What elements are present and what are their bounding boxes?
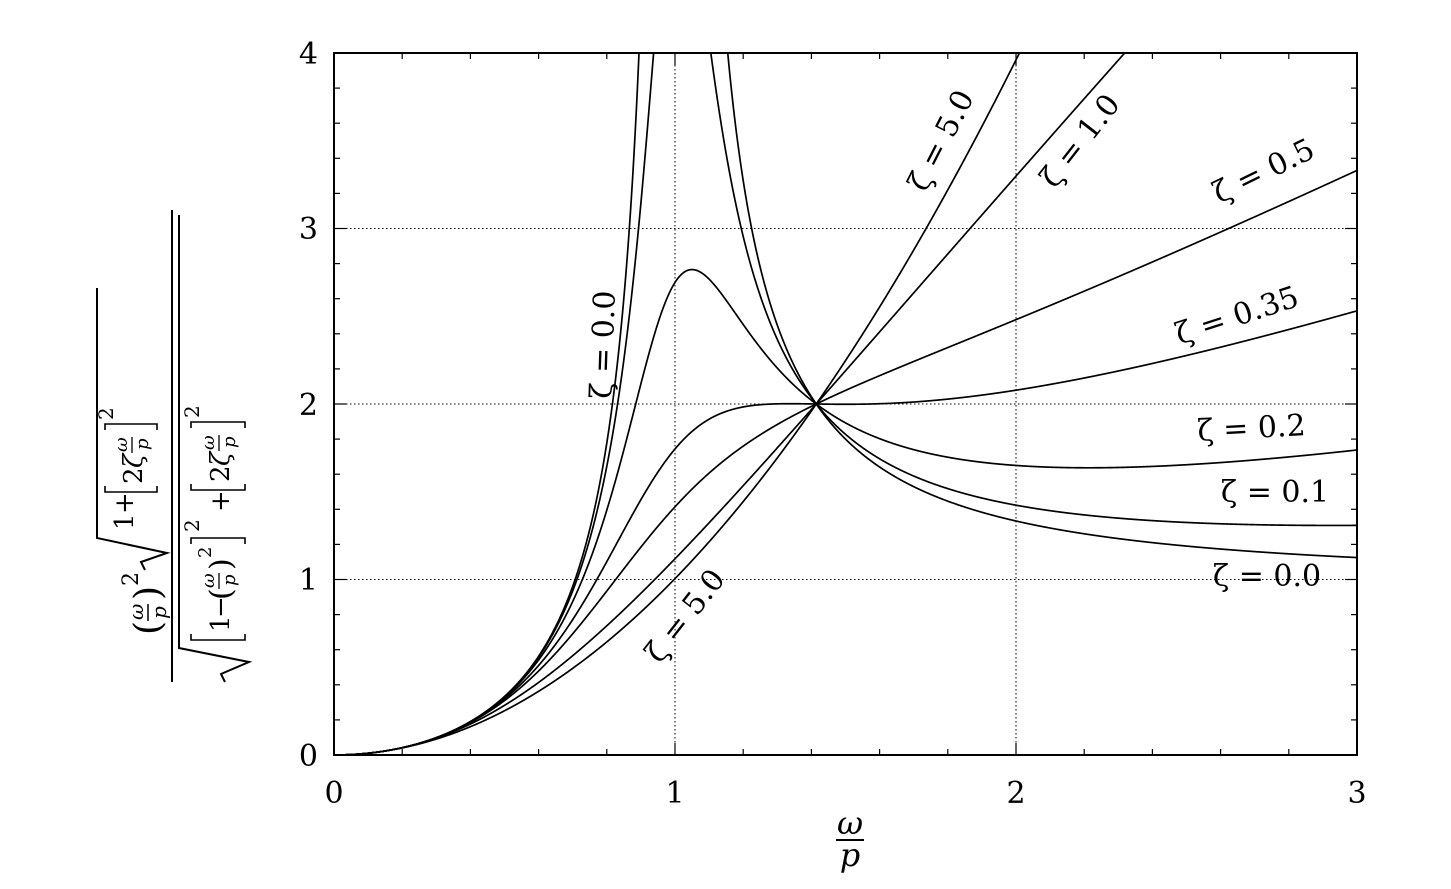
y-den-omega: ω [198, 573, 219, 588]
y-num-left-bracket [104, 486, 158, 493]
y-axis-label: ( ω p ) 2 1 + 2 ζ ω p 2 1 − ( ω p ) 2 2 … [94, 210, 253, 683]
y-tick-label-4: 4 [299, 37, 318, 72]
series-line-5 [334, 53, 1126, 755]
y-num-bracket-square: 2 [94, 407, 118, 420]
label-zeta-5-0-bottom: ζ = 5.0 [638, 563, 732, 670]
label-zeta-0-0-right: ζ = 0.0 [1213, 559, 1321, 594]
x-axis-label: ω p [836, 804, 864, 874]
y-tick-label-1: 1 [299, 563, 318, 598]
x-tick-label-2: 2 [1006, 776, 1025, 811]
y-den-lparen: ( [204, 588, 239, 600]
y-num-zeta: ζ [119, 452, 149, 468]
y-num-sqrt-sign [96, 288, 171, 571]
x-label-p: p [840, 836, 860, 874]
label-zeta-5-0-top: ζ = 5.0 [901, 85, 981, 197]
label-zeta-0-0-top: ζ = 0.0 [584, 290, 623, 399]
series-line-2 [334, 268, 1357, 755]
y-den-inner-omega: ω [198, 435, 219, 450]
series-line-0 [334, 53, 1357, 755]
y-den-inner-square: 2 [195, 547, 216, 558]
plot-frame [333, 52, 1358, 756]
y-tick-label-3: 3 [299, 212, 318, 247]
y-den-left-bracket-1 [190, 634, 246, 641]
tick-labels: 0 1 2 3 0 1 2 3 4 [299, 37, 1367, 811]
series-line-4 [334, 169, 1357, 755]
y-den-right-bracket-1 [190, 537, 246, 544]
y-num-square: 2 [119, 572, 144, 586]
x-tick-label-0: 0 [324, 776, 343, 811]
label-zeta-0-1: ζ = 0.1 [1221, 475, 1329, 510]
y-den-two: 2 [206, 465, 236, 482]
label-zeta-0-2: ζ = 0.2 [1197, 408, 1307, 449]
y-num-p: p [147, 606, 171, 619]
y-num-plus: + [110, 492, 140, 514]
y-num-one: 1 [110, 513, 140, 530]
series-line-1 [334, 53, 1357, 755]
y-den-right-bracket-2 [190, 421, 246, 428]
y-num-rparen: ) [128, 586, 169, 600]
x-tick-label-1: 1 [665, 776, 684, 811]
y-num-omega: ω [124, 604, 148, 620]
label-zeta-0-35: ζ = 0.35 [1171, 280, 1303, 353]
y-den-rparen: ) [204, 558, 239, 570]
y-den-p: p [219, 574, 240, 586]
y-den-square-2: 2 [180, 405, 204, 418]
y-tick-label-0: 0 [299, 739, 318, 774]
y-den-left-bracket-2 [190, 484, 246, 491]
series-layer [334, 53, 1357, 755]
y-tick-label-2: 2 [299, 388, 318, 423]
y-num-inner-omega: ω [111, 437, 132, 452]
y-den-inner-p: p [219, 436, 240, 448]
y-num-right-bracket [104, 423, 158, 430]
x-label-omega: ω [837, 804, 863, 842]
y-num-lparen: ( [128, 621, 169, 635]
label-zeta-0-5: ζ = 0.5 [1208, 132, 1321, 211]
y-den-plus: + [206, 490, 236, 512]
series-line-3 [334, 310, 1357, 755]
y-den-zeta: ζ [206, 450, 236, 466]
y-den-one: 1 [206, 615, 236, 632]
y-den-sqrt-sign [178, 215, 253, 683]
x-tick-label-3: 3 [1347, 776, 1366, 811]
y-den-square-1: 2 [180, 519, 204, 532]
grid-layer [334, 53, 1357, 755]
series-line-6 [334, 53, 1021, 755]
y-den-minus: − [206, 596, 236, 618]
y-num-inner-p: p [132, 438, 153, 450]
y-num-two: 2 [119, 467, 149, 484]
